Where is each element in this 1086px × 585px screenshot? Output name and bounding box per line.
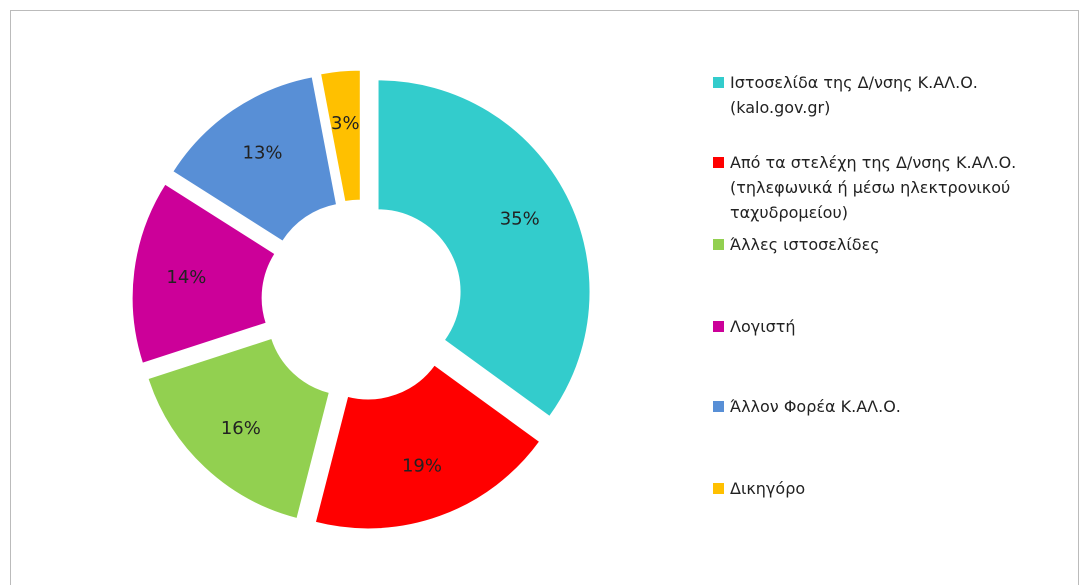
legend-swatch <box>713 239 724 250</box>
legend-label: Άλλες ιστοσελίδες <box>730 235 880 254</box>
legend-label: Ιστοσελίδα της Δ/νσης Κ.ΑΛ.Ο. (kalo.gov.… <box>730 73 978 117</box>
data-label: 16% <box>221 418 261 439</box>
data-label: 14% <box>166 267 206 288</box>
slice <box>147 337 330 520</box>
legend-item: Λογιστή <box>713 314 1050 339</box>
legend-swatch <box>713 321 724 332</box>
legend-label: Άλλον Φορέα Κ.ΑΛ.Ο. <box>730 397 901 416</box>
slice <box>319 69 361 203</box>
legend-swatch <box>713 483 724 494</box>
legend-label: Λογιστή <box>730 317 796 336</box>
legend-item: Άλλον Φορέα Κ.ΑΛ.Ο. <box>713 394 1050 419</box>
data-label: 35% <box>500 209 540 230</box>
data-label: 3% <box>331 113 360 134</box>
legend-item: Από τα στελέχη της Δ/νσης Κ.ΑΛ.Ο. (τηλεφ… <box>713 150 1050 225</box>
chart-border <box>10 10 1079 585</box>
legend-item: Ιστοσελίδα της Δ/νσης Κ.ΑΛ.Ο. (kalo.gov.… <box>713 70 1050 120</box>
data-label: 13% <box>243 143 283 164</box>
slice <box>314 364 541 530</box>
slice <box>377 79 591 418</box>
legend-item: Δικηγόρο <box>713 476 1050 501</box>
slice <box>131 183 276 364</box>
legend-item: Άλλες ιστοσελίδες <box>713 232 1050 257</box>
slice <box>172 76 338 242</box>
legend-label: Από τα στελέχη της Δ/νσης Κ.ΑΛ.Ο. (τηλεφ… <box>730 153 1017 222</box>
data-label: 19% <box>402 456 442 477</box>
legend-swatch <box>713 77 724 88</box>
legend-swatch <box>713 401 724 412</box>
legend-label: Δικηγόρο <box>730 479 806 498</box>
legend-swatch <box>713 157 724 168</box>
